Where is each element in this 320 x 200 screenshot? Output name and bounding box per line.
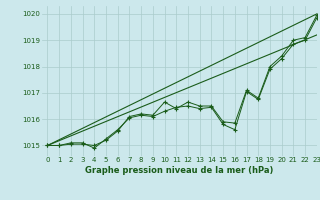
X-axis label: Graphe pression niveau de la mer (hPa): Graphe pression niveau de la mer (hPa) [85, 166, 273, 175]
